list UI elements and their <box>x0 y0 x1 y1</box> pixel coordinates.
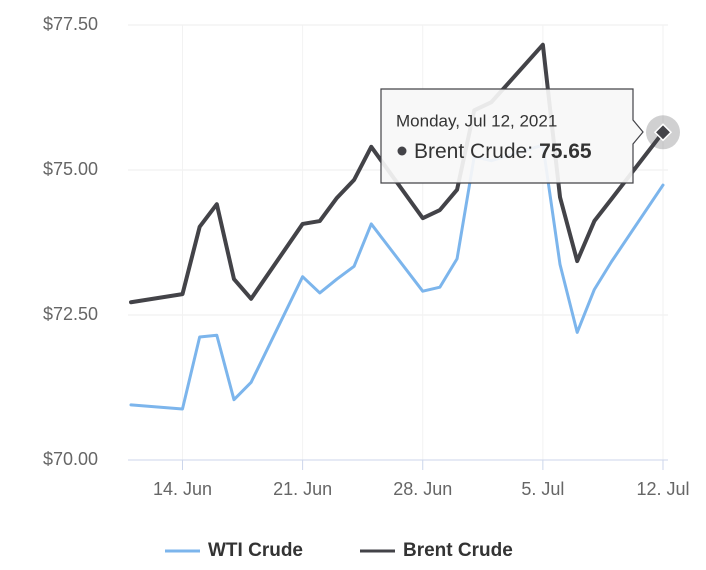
legend-label[interactable]: WTI Crude <box>208 540 303 561</box>
tooltip-label: Brent Crude: 75.65 <box>414 140 592 163</box>
y-tick-label: $77.50 <box>43 14 98 34</box>
tooltip-value: 75.65 <box>539 140 592 163</box>
tooltip-dot <box>397 146 407 156</box>
x-tick-label: 5. Jul <box>521 479 564 499</box>
legend-label[interactable]: Brent Crude <box>403 540 513 561</box>
y-tick-label: $70.00 <box>43 449 98 469</box>
tooltip-date: Monday, Jul 12, 2021 <box>396 111 557 130</box>
series-line <box>129 143 665 411</box>
hover-marker <box>653 123 673 142</box>
tooltip-box <box>380 88 644 184</box>
x-tick-label: 21. Jun <box>273 479 332 499</box>
x-tick-label: 12. Jul <box>636 479 689 499</box>
tooltip-series: Brent Crude: <box>414 140 533 163</box>
x-tick-label: 14. Jun <box>153 479 212 499</box>
y-tick-label: $72.50 <box>43 304 98 324</box>
x-tick-label: 28. Jun <box>393 479 452 499</box>
y-tick-label: $75.00 <box>43 159 98 179</box>
